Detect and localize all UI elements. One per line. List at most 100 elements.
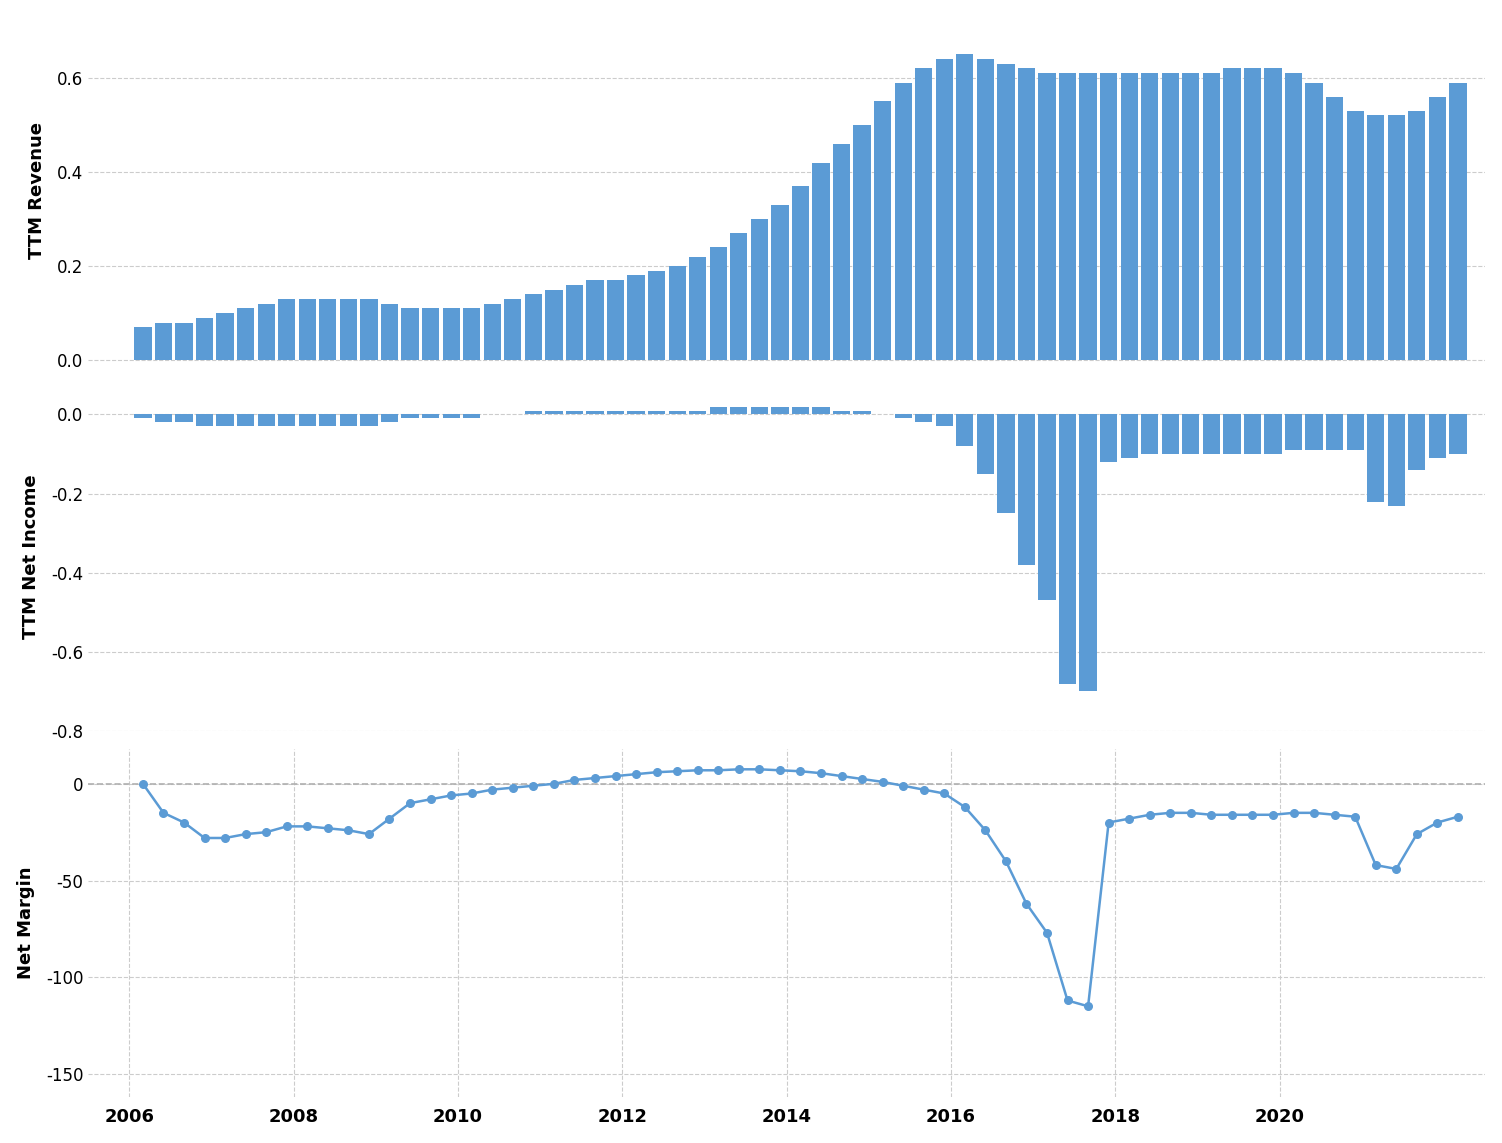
Point bbox=[213, 829, 237, 847]
Bar bbox=[382, 304, 398, 360]
Bar bbox=[134, 415, 152, 418]
Bar bbox=[709, 407, 727, 415]
Bar bbox=[730, 233, 748, 360]
Bar bbox=[853, 410, 871, 415]
Point bbox=[952, 798, 976, 816]
Point bbox=[1385, 860, 1409, 878]
Bar bbox=[1203, 415, 1220, 454]
Bar bbox=[936, 415, 952, 426]
Bar bbox=[853, 125, 871, 360]
Bar bbox=[505, 299, 521, 360]
Point bbox=[1117, 809, 1142, 828]
Bar bbox=[1388, 415, 1404, 505]
Bar bbox=[237, 309, 254, 360]
Point bbox=[1364, 856, 1388, 874]
Bar bbox=[1038, 73, 1056, 360]
Bar bbox=[586, 410, 604, 415]
Point bbox=[810, 764, 834, 782]
Bar bbox=[1367, 415, 1385, 502]
Bar bbox=[709, 247, 727, 360]
Bar bbox=[1326, 415, 1343, 450]
Bar bbox=[668, 266, 686, 360]
Point bbox=[623, 765, 647, 783]
Bar bbox=[195, 415, 213, 426]
Bar bbox=[771, 205, 789, 360]
Y-axis label: TTM Net Income: TTM Net Income bbox=[23, 474, 41, 639]
Bar bbox=[237, 415, 254, 426]
Bar bbox=[1018, 415, 1035, 565]
Bar bbox=[566, 285, 583, 360]
Bar bbox=[134, 327, 152, 360]
Point bbox=[1262, 806, 1286, 824]
Point bbox=[583, 769, 607, 788]
Bar bbox=[299, 299, 315, 360]
Bar bbox=[422, 415, 439, 418]
Bar bbox=[545, 289, 563, 360]
Bar bbox=[1244, 69, 1262, 360]
Point bbox=[439, 786, 463, 805]
Point bbox=[542, 775, 566, 793]
Bar bbox=[1120, 415, 1139, 458]
Bar bbox=[1080, 415, 1096, 692]
Bar bbox=[874, 102, 891, 360]
Point bbox=[131, 775, 155, 793]
Point bbox=[1425, 814, 1449, 832]
Bar bbox=[1080, 73, 1096, 360]
Bar bbox=[1038, 415, 1056, 600]
Bar bbox=[1265, 69, 1281, 360]
Point bbox=[398, 794, 422, 813]
Point bbox=[460, 784, 484, 802]
Point bbox=[1137, 806, 1161, 824]
Point bbox=[1200, 806, 1224, 824]
Point bbox=[315, 820, 339, 838]
Point bbox=[192, 829, 216, 847]
Bar bbox=[339, 299, 357, 360]
Bar bbox=[299, 415, 315, 426]
Bar bbox=[1203, 73, 1220, 360]
Bar bbox=[792, 186, 810, 360]
Bar bbox=[976, 59, 994, 360]
Bar bbox=[813, 407, 829, 415]
Bar bbox=[1388, 115, 1404, 360]
Bar bbox=[647, 410, 665, 415]
Bar bbox=[360, 299, 377, 360]
Bar bbox=[257, 304, 275, 360]
Point bbox=[665, 762, 689, 781]
Point bbox=[604, 767, 628, 785]
Bar bbox=[195, 318, 213, 360]
Bar bbox=[1449, 82, 1466, 360]
Bar bbox=[1284, 73, 1302, 360]
Bar bbox=[320, 299, 336, 360]
Bar bbox=[834, 144, 850, 360]
Bar bbox=[1059, 73, 1075, 360]
Point bbox=[1075, 997, 1099, 1015]
Bar bbox=[957, 55, 973, 360]
Bar bbox=[1161, 415, 1179, 454]
Point bbox=[1220, 806, 1244, 824]
Point bbox=[789, 762, 813, 781]
Bar bbox=[607, 410, 625, 415]
Bar bbox=[957, 415, 973, 446]
Bar bbox=[1284, 415, 1302, 450]
Point bbox=[152, 804, 176, 822]
Bar bbox=[936, 59, 952, 360]
Bar bbox=[668, 410, 686, 415]
Bar bbox=[730, 407, 748, 415]
Point bbox=[748, 760, 772, 778]
Point bbox=[1096, 814, 1120, 832]
Bar bbox=[1305, 82, 1323, 360]
Bar bbox=[1305, 415, 1323, 450]
Point bbox=[1158, 804, 1182, 822]
Bar bbox=[1347, 111, 1364, 360]
Bar bbox=[1059, 415, 1075, 684]
Bar bbox=[997, 415, 1014, 513]
Point bbox=[562, 770, 586, 789]
Bar bbox=[915, 415, 933, 423]
Bar bbox=[443, 415, 460, 418]
Point bbox=[1241, 806, 1265, 824]
Bar bbox=[1409, 111, 1425, 360]
Point bbox=[1281, 804, 1305, 822]
Point bbox=[296, 817, 320, 836]
Bar bbox=[257, 415, 275, 426]
Bar bbox=[1018, 69, 1035, 360]
